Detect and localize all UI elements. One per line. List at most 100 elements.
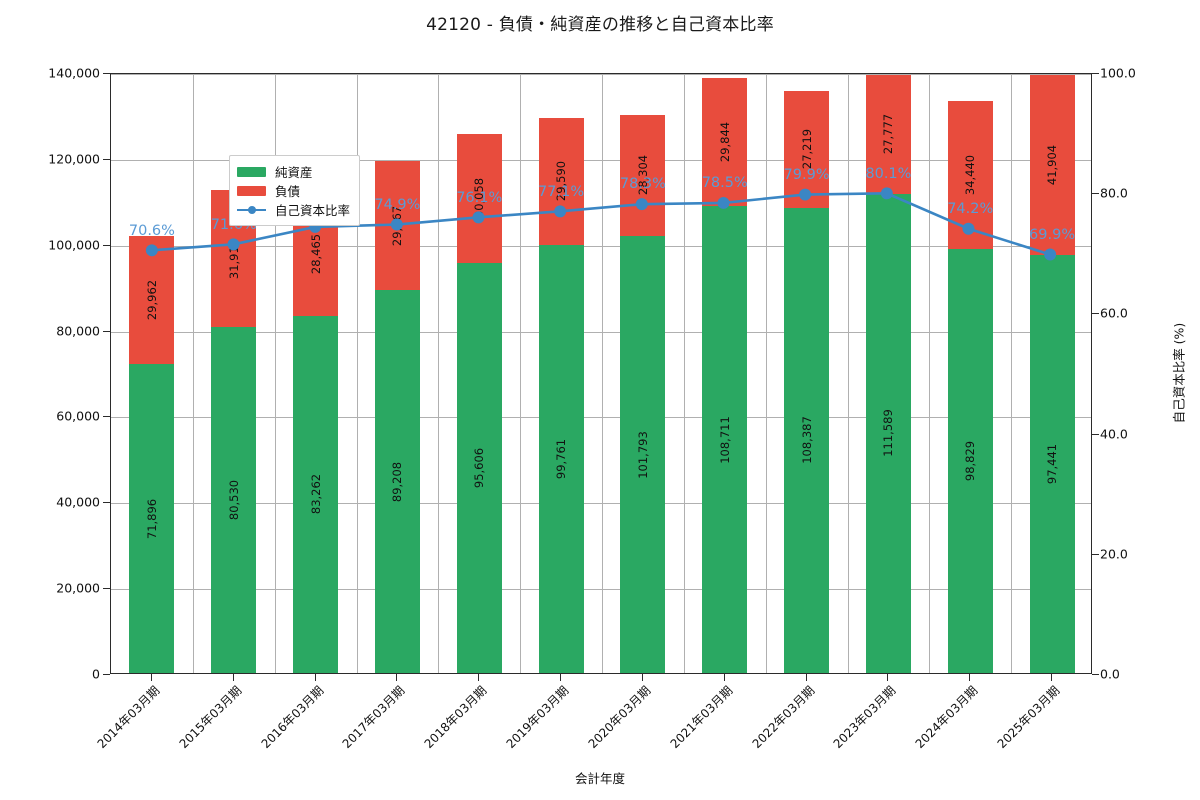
ratio-marker xyxy=(717,196,730,209)
x-axis-label: 会計年度 xyxy=(574,771,625,786)
y-axis-left-tick-mark xyxy=(103,158,110,160)
bar-group: 97,441 41,904 xyxy=(1029,74,1075,673)
bar-segment-liabilities: 30,058 xyxy=(456,133,502,263)
x-axis-tick-label: 2024年03月期 xyxy=(912,683,981,752)
y-axis-right-tick-mark xyxy=(1092,553,1099,555)
y-axis-left-tick-label: 60,000 xyxy=(56,408,100,424)
y-axis-right-tick-mark xyxy=(1092,674,1099,675)
x-axis-tick-mark xyxy=(396,674,398,681)
bar-group: 89,20829,967 xyxy=(374,161,420,673)
x-axis-tick-mark xyxy=(314,674,316,681)
bar-segment-equity: 89,208 xyxy=(374,290,420,673)
plot-area: 71,896 29,962 80,530 31,914 83,262 28,465 89,2… xyxy=(110,73,1092,674)
y-axis-right-label: 自己資本比率 (%) xyxy=(1171,322,1187,424)
y-axis-left-tick-label: 0 xyxy=(92,666,100,682)
legend-label-liabilities: 負債 xyxy=(275,184,301,199)
x-axis-tick-label: 2025年03月期 xyxy=(994,683,1063,752)
ratio-marker xyxy=(227,238,240,251)
bar-segment-equity: 99,761 xyxy=(538,244,584,673)
ratio-value-label: 74.9% xyxy=(374,196,421,213)
y-axis-left-tick-mark xyxy=(103,588,110,590)
y-axis-left-tick-label: 40,000 xyxy=(56,494,100,510)
bar-segment-liabilities: 27,219 xyxy=(784,90,830,208)
bar-segment-equity: 108,387 xyxy=(784,207,830,673)
x-axis-tick-mark xyxy=(150,674,152,681)
y-axis-left-tick-mark xyxy=(103,416,110,418)
bar-segment-liabilities: 29,844 xyxy=(702,78,748,207)
y-axis-left-tick-label: 140,000 xyxy=(48,65,100,81)
y-axis-left-tick-mark xyxy=(103,674,110,675)
y-axis-right-tick-label: 80.0 xyxy=(1100,185,1128,201)
bar-segment-equity: 80,530 xyxy=(211,327,257,673)
bar-group: 108,387 27,219 xyxy=(784,90,830,673)
y-axis-left-tick-label: 80,000 xyxy=(56,323,100,339)
bar-group: 80,530 31,914 xyxy=(211,190,257,673)
y-axis-right-tick-label: 20.0 xyxy=(1100,546,1128,562)
x-axis-tick-mark xyxy=(232,674,234,681)
ratio-marker xyxy=(880,187,893,200)
ratio-value-label: 69.9% xyxy=(1029,226,1076,243)
x-axis-tick-label: 2019年03月期 xyxy=(503,683,572,752)
x-axis-tick-label: 2018年03月期 xyxy=(421,683,490,752)
bar-segment-equity: 83,262 xyxy=(293,315,339,673)
y-axis-right-tick-mark xyxy=(1092,313,1099,315)
y-axis-right-tick-label: 100.0 xyxy=(1100,65,1136,81)
bar-group: 99,761 29,590 xyxy=(538,117,584,673)
bar-segment-equity: 111,589 xyxy=(865,193,911,673)
bar-group: 111,589 27,777 xyxy=(865,74,911,673)
y-axis-left-tick-label: 120,000 xyxy=(48,151,100,167)
bar-group: 71,896 29,962 xyxy=(129,235,175,673)
legend-item-equity: 純資産 xyxy=(237,162,350,181)
legend-label-equity: 純資産 xyxy=(275,165,313,180)
ratio-marker xyxy=(799,188,812,201)
bar-segment-equity: 97,441 xyxy=(1029,254,1075,673)
legend-swatch-equity-ratio xyxy=(237,204,266,216)
x-axis-tick-label: 2016年03月期 xyxy=(258,683,326,752)
ratio-value-label: 76.1% xyxy=(456,189,503,206)
legend-label-equity-ratio: 自己資本比率 xyxy=(275,203,351,218)
bar-segment-equity: 98,829 xyxy=(947,248,993,673)
y-axis-left-tick-mark xyxy=(103,244,110,246)
y-axis-right-tick-label: 60.0 xyxy=(1100,305,1128,321)
ratio-value-label: 78.3% xyxy=(619,176,666,193)
x-axis-tick-label: 2021年03月期 xyxy=(667,683,736,752)
ratio-value-label: 77.1% xyxy=(538,183,585,200)
ratio-value-label: 70.6% xyxy=(128,222,175,239)
bar-series-layer: 71,896 29,962 80,530 31,914 83,262 28,465 89,2… xyxy=(111,74,1091,673)
bar-segment-liabilities: 29,590 xyxy=(538,117,584,245)
ratio-marker xyxy=(635,198,648,211)
y-axis-right-tick-label: 0.0 xyxy=(1100,666,1120,682)
ratio-marker xyxy=(472,211,485,224)
chart-title: 42120 - 負債・純資産の推移と自己資本比率 xyxy=(426,15,774,35)
ratio-marker xyxy=(962,222,975,235)
x-axis-tick-mark xyxy=(969,674,971,681)
bar-segment-equity: 108,711 xyxy=(702,206,748,673)
y-axis-right-tick-mark xyxy=(1092,193,1099,195)
ratio-value-label: 78.5% xyxy=(701,175,748,192)
bar-segment-equity: 95,606 xyxy=(456,262,502,673)
x-axis-tick-mark xyxy=(478,674,480,681)
ratio-marker xyxy=(554,205,567,218)
y-axis-left-tick-mark xyxy=(103,502,110,504)
ratio-value-label: 79.9% xyxy=(783,166,830,183)
y-axis-left-tick-label: 100,000 xyxy=(48,237,100,253)
bar-segment-liabilities: 28,304 xyxy=(620,114,666,237)
x-axis-tick-label: 2014年03月期 xyxy=(94,683,163,752)
bar-group: 95,606 30,058 xyxy=(456,133,502,673)
x-axis-tick-mark xyxy=(805,674,807,681)
x-axis-tick-mark xyxy=(1051,674,1053,681)
bar-group: 101,793 28,304 xyxy=(620,114,666,673)
legend-swatch-equity xyxy=(237,166,266,177)
x-axis-tick-label: 2015年03月期 xyxy=(176,683,245,752)
x-axis-tick-mark xyxy=(641,674,643,681)
x-axis-tick-mark xyxy=(723,674,725,681)
bar-segment-equity: 101,793 xyxy=(620,236,666,673)
y-axis-left-tick-mark xyxy=(103,73,110,74)
y-axis-left-tick-mark xyxy=(103,330,110,332)
y-axis-right-tick-mark xyxy=(1092,433,1099,435)
bar-group: 108,711 29,844 xyxy=(702,78,748,673)
x-axis-tick-label: 2022年03月期 xyxy=(749,683,817,752)
y-axis-right-tick-mark xyxy=(1092,73,1099,74)
bar-segment-liabilities: 27,777 xyxy=(865,74,911,194)
